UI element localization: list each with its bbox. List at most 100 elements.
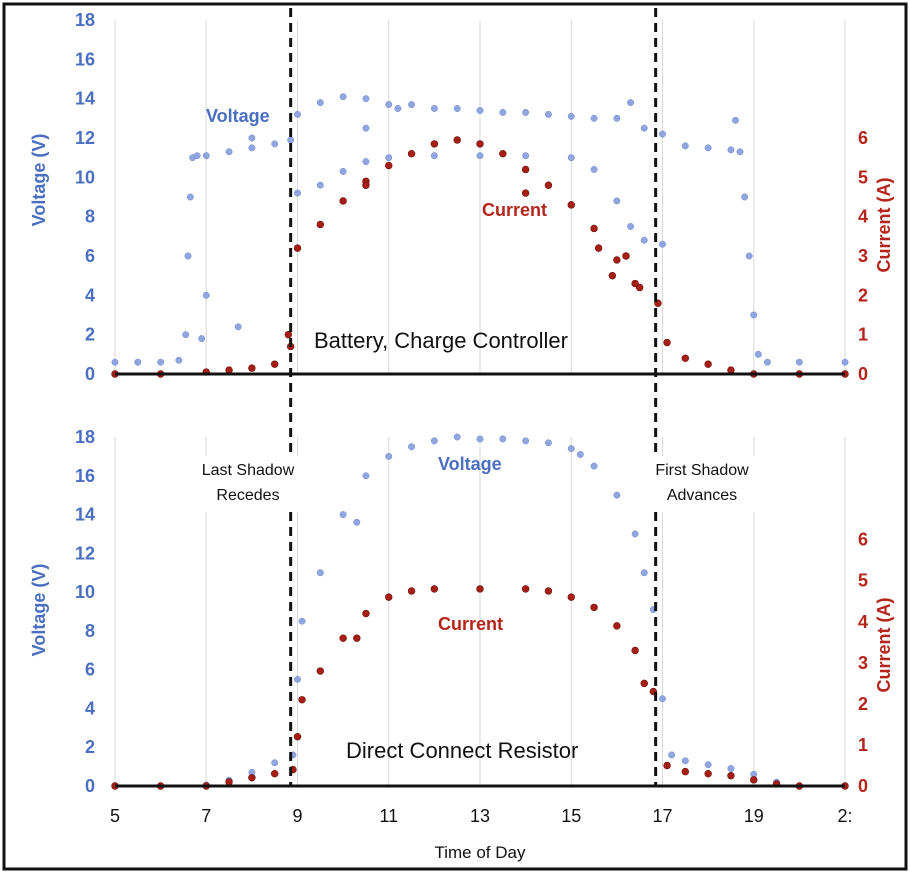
top-current-point bbox=[608, 271, 617, 280]
bottom-current-point bbox=[663, 761, 671, 770]
top-right-tick-0: 0 bbox=[858, 364, 868, 384]
bottom-voltage-point bbox=[430, 437, 438, 445]
bottom-current-point bbox=[567, 593, 575, 601]
bottom-voltage-point bbox=[385, 452, 393, 460]
top-voltage-point bbox=[736, 148, 744, 156]
bottom-current-point bbox=[727, 772, 735, 780]
top-voltage-point bbox=[362, 124, 370, 132]
bottom-voltage-point bbox=[298, 617, 306, 625]
top-right-tick-6: 6 bbox=[858, 128, 868, 148]
x-axis-label: Time of Day bbox=[434, 843, 526, 862]
top-left-tick-6: 6 bbox=[85, 246, 95, 266]
top-voltage-point bbox=[727, 146, 735, 154]
bottom-voltage-point bbox=[631, 530, 639, 538]
top-voltage-point bbox=[841, 358, 849, 366]
x-tick-3: 11 bbox=[379, 806, 398, 826]
bottom-voltage-point bbox=[271, 759, 279, 767]
bottom-voltage-point bbox=[727, 765, 735, 772]
bottom-voltage-point bbox=[476, 435, 484, 443]
top-voltage-point bbox=[627, 99, 635, 107]
bottom-right-tick-3: 3 bbox=[858, 653, 868, 673]
top-voltage-point bbox=[394, 105, 402, 112]
bottom-left-ticks: 0 2 4 6 8 10 12 14 16 18 bbox=[75, 427, 95, 796]
top-voltage-point bbox=[627, 223, 635, 230]
bottom-voltage-point bbox=[590, 462, 598, 470]
top-voltage-point bbox=[134, 358, 142, 366]
top-left-ticks: 0 2 4 6 8 10 12 14 16 18 bbox=[75, 10, 95, 384]
top-voltage-point bbox=[640, 124, 648, 132]
top-current-point bbox=[430, 140, 439, 148]
x-tick-labels: 5 7 9 11 13 15 17 19 2: bbox=[110, 806, 853, 826]
shadow-dividers bbox=[289, 8, 658, 786]
top-current-point bbox=[225, 366, 233, 374]
top-left-tick-8: 8 bbox=[85, 207, 95, 227]
bottom-voltage-point bbox=[294, 675, 301, 683]
top-left-tick-12: 12 bbox=[75, 128, 95, 148]
x-tick-2: 9 bbox=[292, 806, 302, 826]
top-left-tick-0: 0 bbox=[85, 364, 95, 384]
top-voltage-point bbox=[202, 291, 210, 299]
top-voltage-point bbox=[745, 252, 753, 260]
top-current-point bbox=[385, 161, 393, 170]
bottom-right-tick-5: 5 bbox=[858, 571, 868, 591]
top-voltage-point bbox=[795, 358, 803, 366]
top-voltage-point bbox=[111, 358, 119, 366]
top-current-point bbox=[453, 136, 461, 144]
top-voltage-point bbox=[408, 101, 416, 109]
top-voltage-point bbox=[522, 108, 530, 116]
top-voltage-point bbox=[453, 105, 461, 112]
top-voltage-point bbox=[294, 110, 301, 118]
top-voltage-point bbox=[430, 152, 438, 160]
top-right-tick-5: 5 bbox=[858, 167, 868, 187]
bottom-voltage-point bbox=[544, 439, 552, 447]
bottom-ylabel: Voltage (V) bbox=[29, 564, 49, 657]
x-tick-4: 13 bbox=[470, 806, 490, 826]
top-voltage-point bbox=[202, 152, 210, 160]
bottom-right-tick-0: 0 bbox=[858, 776, 868, 796]
top-voltage-point bbox=[248, 144, 256, 152]
top-current-point bbox=[499, 150, 507, 158]
bottom-voltage-point bbox=[362, 472, 370, 480]
top-left-tick-10: 10 bbox=[75, 167, 95, 187]
top-voltage-point bbox=[750, 311, 758, 319]
top-voltage-point bbox=[339, 93, 347, 101]
top-current-point bbox=[613, 256, 621, 264]
top-voltage-label: Voltage bbox=[206, 106, 270, 126]
top-voltage-point bbox=[362, 95, 370, 103]
bottom-right-tick-2: 2 bbox=[858, 694, 868, 714]
bottom-voltage-point bbox=[522, 437, 530, 445]
bottom-left-tick-14: 14 bbox=[75, 505, 95, 525]
top-voltage-point bbox=[225, 148, 233, 156]
bottom-voltage-point bbox=[453, 433, 461, 441]
x-tick-8: 2: bbox=[837, 806, 852, 826]
bottom-current-point bbox=[270, 769, 279, 778]
right-annotation-bg bbox=[636, 456, 762, 512]
top-voltage-point bbox=[271, 140, 279, 148]
bottom-voltage-point bbox=[613, 491, 621, 499]
top-current-point bbox=[293, 244, 302, 252]
bottom-current-point bbox=[225, 778, 233, 786]
left-annotation-bg bbox=[178, 456, 310, 512]
top-voltage-point bbox=[741, 193, 749, 201]
bottom-current-point bbox=[248, 774, 256, 782]
top-current-point bbox=[284, 330, 293, 339]
bottom-current-point bbox=[476, 585, 484, 593]
top-voltage-point bbox=[316, 181, 324, 189]
top-voltage-point bbox=[590, 166, 598, 173]
top-voltage-point bbox=[193, 152, 201, 160]
bottom-voltage-point bbox=[659, 695, 666, 703]
left-shadow-label-line2: Recedes bbox=[216, 487, 279, 504]
bottom-current-point bbox=[362, 609, 370, 618]
top-voltage-point bbox=[567, 154, 575, 162]
top-right-tick-3: 3 bbox=[858, 246, 868, 266]
top-voltage-point bbox=[362, 158, 370, 166]
top-current-point bbox=[704, 360, 712, 368]
bottom-current-point bbox=[385, 593, 393, 601]
top-voltage-point bbox=[590, 114, 598, 122]
top-voltage-point bbox=[754, 350, 762, 358]
x-tick-5: 15 bbox=[561, 806, 581, 826]
x-tick-7: 19 bbox=[744, 806, 764, 826]
bottom-current-point bbox=[430, 585, 439, 593]
